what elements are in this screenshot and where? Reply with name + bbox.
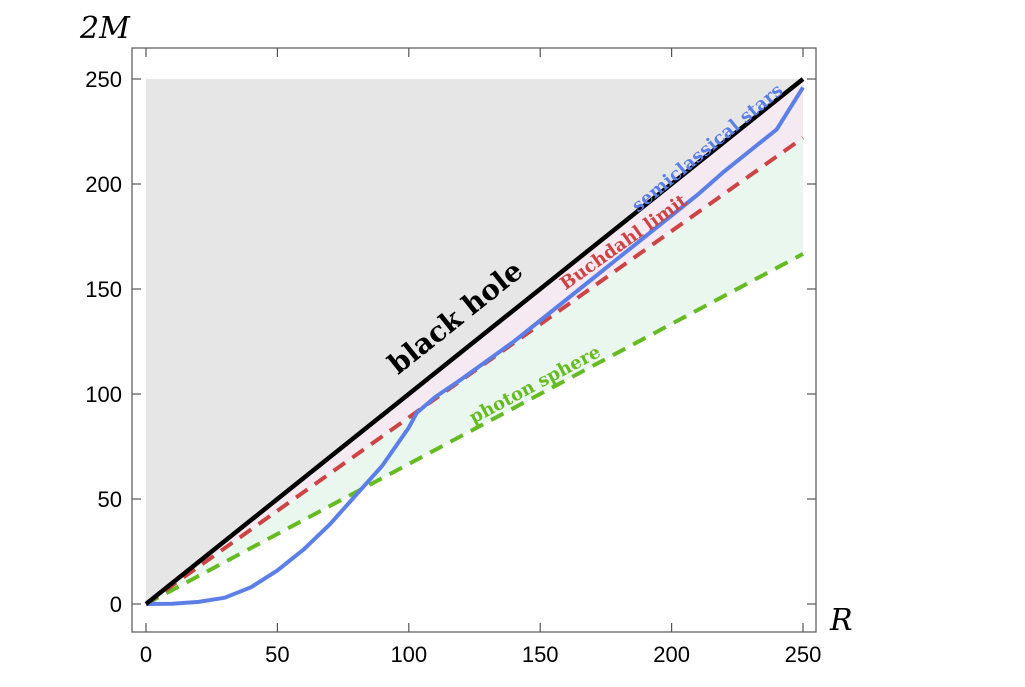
series-line-black-hole bbox=[144, 77, 805, 606]
y-tick-label: 200 bbox=[85, 172, 122, 197]
series-lines bbox=[144, 77, 805, 606]
x-tick-label: 200 bbox=[653, 642, 690, 667]
y-tick-label: 150 bbox=[85, 277, 122, 302]
x-axis-label: R bbox=[829, 603, 853, 638]
x-tick-label: 150 bbox=[522, 642, 559, 667]
axis-ticks: 0 50 100 150 200 250 0 50 100 150 200 250 bbox=[85, 48, 821, 667]
x-tick-label: 100 bbox=[390, 642, 427, 667]
x-tick-label: 0 bbox=[140, 642, 152, 667]
series-line-photon-sphere bbox=[145, 252, 804, 606]
y-tick-label: 50 bbox=[98, 487, 122, 512]
x-tick-label: 50 bbox=[265, 642, 289, 667]
plot-frame bbox=[131, 47, 817, 633]
series-line-semiclassical-stars bbox=[145, 86, 805, 606]
y-tick-label: 0 bbox=[110, 592, 122, 617]
y-tick-label: 100 bbox=[85, 382, 122, 407]
y-axis-label: 2M bbox=[79, 11, 131, 46]
y-tick-label: 250 bbox=[85, 67, 122, 92]
x-tick-label: 250 bbox=[785, 642, 822, 667]
